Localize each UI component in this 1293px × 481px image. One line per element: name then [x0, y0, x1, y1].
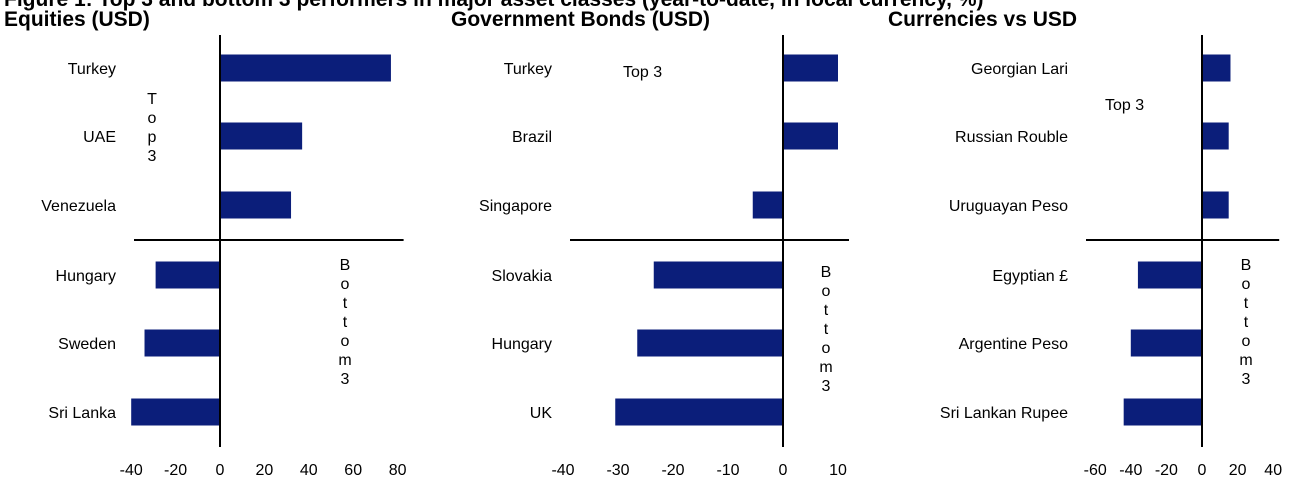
category-label: Brazil	[512, 129, 552, 146]
panel-title: Equities (USD)	[4, 8, 150, 31]
bar	[220, 54, 391, 82]
bottom-3-note-char: o	[822, 283, 831, 300]
bar	[220, 122, 303, 150]
top-3-note: Top 3	[623, 64, 662, 81]
bottom-3-note-char: o	[1242, 276, 1251, 293]
category-label: Singapore	[479, 198, 552, 215]
bar	[1202, 191, 1229, 219]
bar	[1123, 398, 1202, 426]
x-tick-label: 80	[389, 462, 407, 479]
bottom-3-note-char: o	[341, 333, 350, 350]
figure-title: Figure 1: Top 3 and bottom 3 performers …	[4, 0, 1289, 12]
x-tick-label: -10	[716, 462, 739, 479]
panel-title: Currencies vs USD	[888, 8, 1077, 31]
category-label: Hungary	[56, 268, 116, 285]
top-3-note-char: 3	[148, 148, 157, 165]
bottom-3-note-char: m	[338, 352, 351, 369]
x-tick-label: -60	[1084, 462, 1107, 479]
bottom-3-note-char: t	[343, 314, 348, 331]
x-tick-label: -20	[164, 462, 187, 479]
category-label: Venezuela	[41, 198, 116, 215]
category-label: Egyptian £	[992, 268, 1068, 285]
bottom-3-note-char: t	[1244, 295, 1249, 312]
bottom-3-note-char: o	[341, 276, 350, 293]
category-label: UAE	[83, 129, 116, 146]
top-3-note-char: p	[148, 129, 157, 146]
x-tick-label: 10	[829, 462, 847, 479]
bottom-3-note-char: t	[343, 295, 348, 312]
x-tick-label: -40	[551, 462, 574, 479]
bottom-3-note-char: B	[1241, 257, 1252, 274]
x-tick-label: -40	[120, 462, 143, 479]
bar	[131, 398, 220, 426]
top-3-note-char: o	[148, 110, 157, 127]
x-tick-label: 60	[344, 462, 362, 479]
bar	[1137, 261, 1202, 289]
bottom-3-note-char: o	[1242, 333, 1251, 350]
x-tick-label: -20	[1155, 462, 1178, 479]
category-label: Sri Lankan Rupee	[940, 405, 1068, 422]
category-label: Argentine Peso	[959, 336, 1069, 353]
bottom-3-note-char: m	[819, 359, 832, 376]
bar	[752, 191, 783, 219]
bottom-3-note-char: t	[824, 321, 829, 338]
bottom-3-note-char: 3	[341, 371, 350, 388]
x-tick-label: 40	[1264, 462, 1282, 479]
bottom-3-note-char: t	[1244, 314, 1249, 331]
bar	[1202, 54, 1231, 82]
bar	[144, 329, 220, 357]
bar	[653, 261, 783, 289]
bar	[783, 54, 838, 82]
category-label: Slovakia	[492, 268, 553, 285]
bar	[637, 329, 783, 357]
chart-panel-2: Government Bonds (USD) Turkey Brazil Singap…	[451, 8, 849, 479]
bottom-3-note-char: B	[821, 264, 832, 281]
x-tick-label: -20	[661, 462, 684, 479]
x-tick-label: 40	[300, 462, 318, 479]
x-tick-label: -40	[1119, 462, 1142, 479]
x-tick-label: -30	[606, 462, 629, 479]
bottom-3-note-char: B	[340, 257, 351, 274]
bar	[783, 122, 838, 150]
x-tick-label: 0	[1198, 462, 1207, 479]
chart-panel-3: Currencies vs USD Georgian Lari Russian Ro…	[888, 8, 1282, 479]
bar	[1130, 329, 1202, 357]
bottom-3-note-char: 3	[822, 378, 831, 395]
bottom-3-note-char: m	[1239, 352, 1252, 369]
category-label: Hungary	[492, 336, 552, 353]
top-3-note: Top 3	[1105, 97, 1144, 114]
bar	[155, 261, 220, 289]
category-label: Turkey	[504, 61, 552, 78]
chart-panel-1: Equities (USD) Turkey UAE Venezuela Hungary S…	[4, 8, 407, 479]
bottom-3-note-char: 3	[1242, 371, 1251, 388]
category-label: Sri Lanka	[48, 405, 116, 422]
category-label: Turkey	[68, 61, 116, 78]
x-tick-label: 20	[256, 462, 274, 479]
category-label: Russian Rouble	[955, 129, 1068, 146]
bar	[615, 398, 783, 426]
top-3-note: Top 3	[147, 91, 157, 165]
bottom-3-note-char: t	[824, 302, 829, 319]
category-label: Uruguayan Peso	[949, 198, 1068, 215]
x-tick-label: 20	[1229, 462, 1247, 479]
bottom-3-note-char: o	[822, 340, 831, 357]
bar	[220, 191, 292, 219]
x-tick-label: 0	[779, 462, 788, 479]
top-3-note-char: T	[147, 91, 157, 108]
category-label: UK	[530, 405, 553, 422]
category-label: Georgian Lari	[971, 61, 1068, 78]
x-tick-label: 0	[216, 462, 225, 479]
bar	[1202, 122, 1229, 150]
category-label: Sweden	[58, 336, 116, 353]
panel-title: Government Bonds (USD)	[451, 8, 710, 31]
